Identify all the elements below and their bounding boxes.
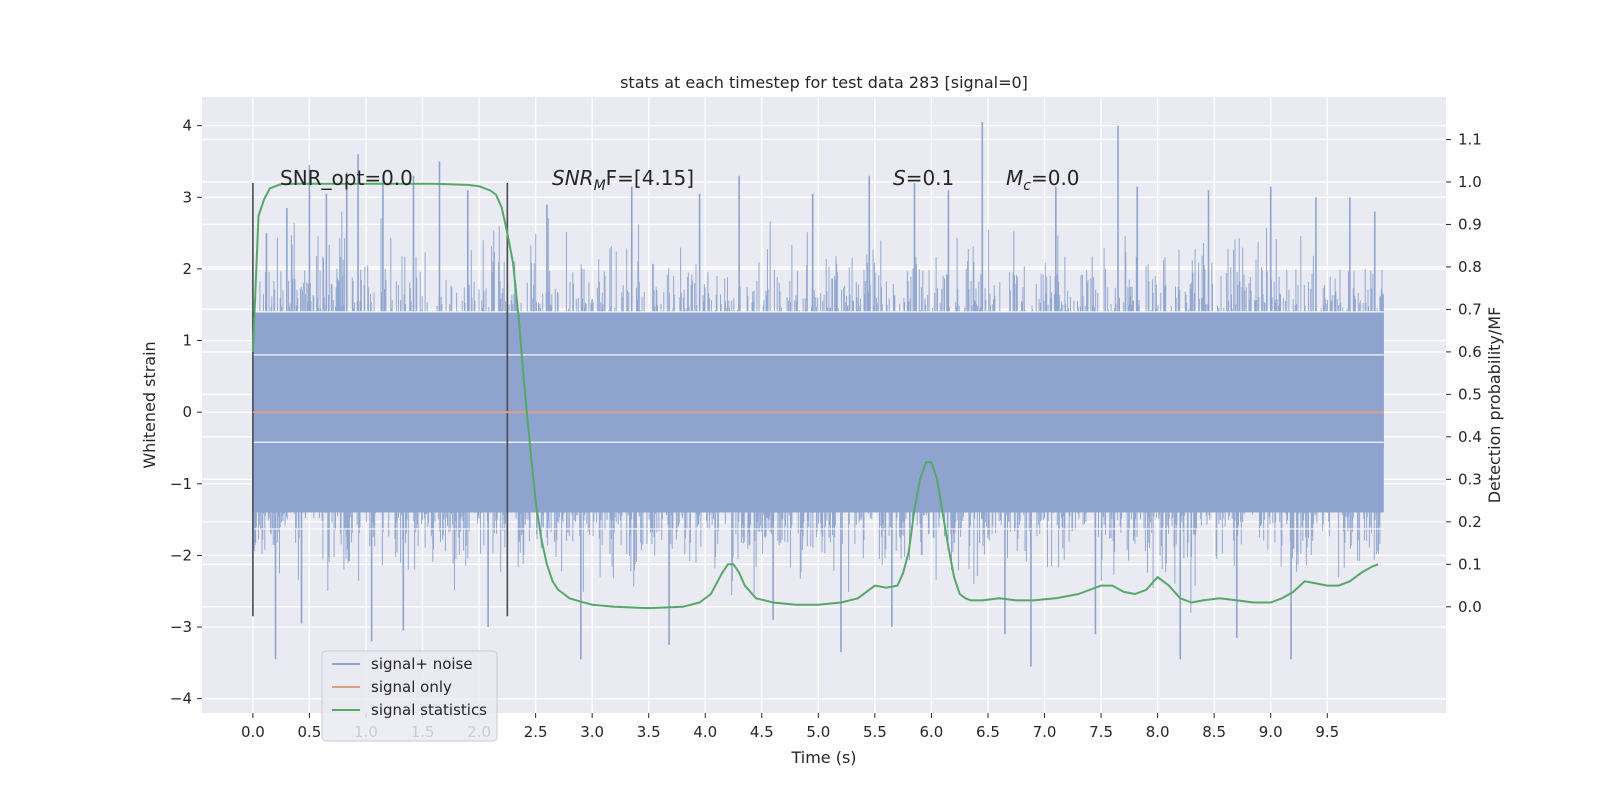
y-right-tick-label: 0.6 bbox=[1458, 343, 1482, 361]
y-right-tick-label: 0.0 bbox=[1458, 598, 1482, 616]
x-tick-label: 5.0 bbox=[806, 723, 830, 741]
x-tick-label: 6.5 bbox=[976, 723, 1000, 741]
x-tick-label: 4.0 bbox=[693, 723, 717, 741]
x-tick-label: 7.5 bbox=[1089, 723, 1113, 741]
legend-box bbox=[321, 650, 498, 742]
x-tick-label: 9.0 bbox=[1259, 723, 1283, 741]
y-right-tick-label: 0.7 bbox=[1458, 300, 1482, 318]
annotation-snr-opt: SNR_opt=0.0 bbox=[280, 166, 413, 190]
annotation-mc-main: M bbox=[1006, 166, 1023, 190]
legend-label-signal-statistics: signal statistics bbox=[371, 701, 487, 719]
y-left-axis-ticks: 4 3 2 1 0 −1 −2 −3 −4 bbox=[170, 117, 202, 708]
x-tick-label: 8.5 bbox=[1202, 723, 1226, 741]
y-right-tick-label: 0.5 bbox=[1458, 385, 1482, 403]
y-left-tick-label: 0 bbox=[182, 403, 192, 421]
x-tick-label: 7.0 bbox=[1033, 723, 1057, 741]
y-left-tick-label: −3 bbox=[170, 618, 192, 636]
x-tick-label: 8.0 bbox=[1146, 723, 1170, 741]
annotation-snr-mf: SNRMF=[4.15] bbox=[552, 166, 694, 194]
chart-title: stats at each timestep for test data 283… bbox=[620, 73, 1028, 92]
y-right-tick-label: 0.4 bbox=[1458, 428, 1482, 446]
annotation-snr-mf-main: SNR bbox=[552, 166, 594, 190]
annotation-snr-mf-rest: F=[4.15] bbox=[606, 166, 694, 190]
annotation-s-main: S bbox=[893, 166, 906, 190]
x-tick-label: 4.5 bbox=[750, 723, 774, 741]
x-tick-label: 9.5 bbox=[1315, 723, 1339, 741]
annotation-mc-sub: c bbox=[1023, 178, 1031, 194]
annotation-s: S=0.1 bbox=[893, 166, 954, 190]
y-right-tick-label: 0.3 bbox=[1458, 470, 1482, 488]
x-tick-label: 6.0 bbox=[920, 723, 944, 741]
annotation-mc-rest: =0.0 bbox=[1031, 166, 1080, 190]
x-axis-label: Time (s) bbox=[790, 748, 856, 767]
y-right-tick-label: 1.1 bbox=[1458, 130, 1482, 148]
annotation-s-rest: =0.1 bbox=[906, 166, 955, 190]
legend-label-signal-only: signal only bbox=[371, 678, 452, 696]
y-right-axis-label: Detection probability/MF bbox=[1485, 307, 1504, 504]
y-right-tick-label: 0.9 bbox=[1458, 215, 1482, 233]
y-left-tick-label: 3 bbox=[182, 188, 192, 206]
y-right-tick-label: 0.1 bbox=[1458, 555, 1482, 573]
y-left-axis-label: Whitened strain bbox=[140, 341, 159, 468]
y-left-tick-label: 1 bbox=[182, 332, 192, 350]
y-right-axis-ticks: 1.1 1.0 0.9 0.8 0.7 0.6 0.5 0.4 0.3 0.2 0.1 0.0 bbox=[1446, 130, 1482, 616]
x-tick-label: 5.5 bbox=[863, 723, 887, 741]
y-right-tick-label: 0.2 bbox=[1458, 513, 1482, 531]
x-axis-ticks: 0.00.51.01.52.02.53.03.54.04.55.05.56.06… bbox=[241, 713, 1339, 741]
x-tick-label: 2.5 bbox=[524, 723, 548, 741]
vertical-markers bbox=[252, 182, 509, 617]
y-left-tick-label: −4 bbox=[170, 690, 192, 708]
line-series bbox=[251, 182, 1384, 610]
y-left-tick-label: 4 bbox=[182, 117, 192, 135]
legend: signal+ noise signal only signal statist… bbox=[321, 650, 498, 742]
y-right-tick-label: 1.0 bbox=[1458, 173, 1482, 191]
y-left-tick-label: 2 bbox=[182, 260, 192, 278]
x-tick-label: 0.0 bbox=[241, 723, 265, 741]
signal-statistics-line bbox=[251, 182, 1379, 610]
x-tick-label: 3.5 bbox=[637, 723, 661, 741]
y-left-tick-label: −1 bbox=[170, 475, 192, 493]
annotation-mc: Mc=0.0 bbox=[1006, 166, 1080, 194]
x-tick-label: 0.5 bbox=[298, 723, 322, 741]
y-right-tick-label: 0.8 bbox=[1458, 258, 1482, 276]
y-left-tick-label: −2 bbox=[170, 546, 192, 564]
x-tick-label: 3.0 bbox=[580, 723, 604, 741]
legend-label-signal-noise: signal+ noise bbox=[371, 655, 473, 673]
annotation-snr-mf-sub: M bbox=[594, 178, 606, 194]
